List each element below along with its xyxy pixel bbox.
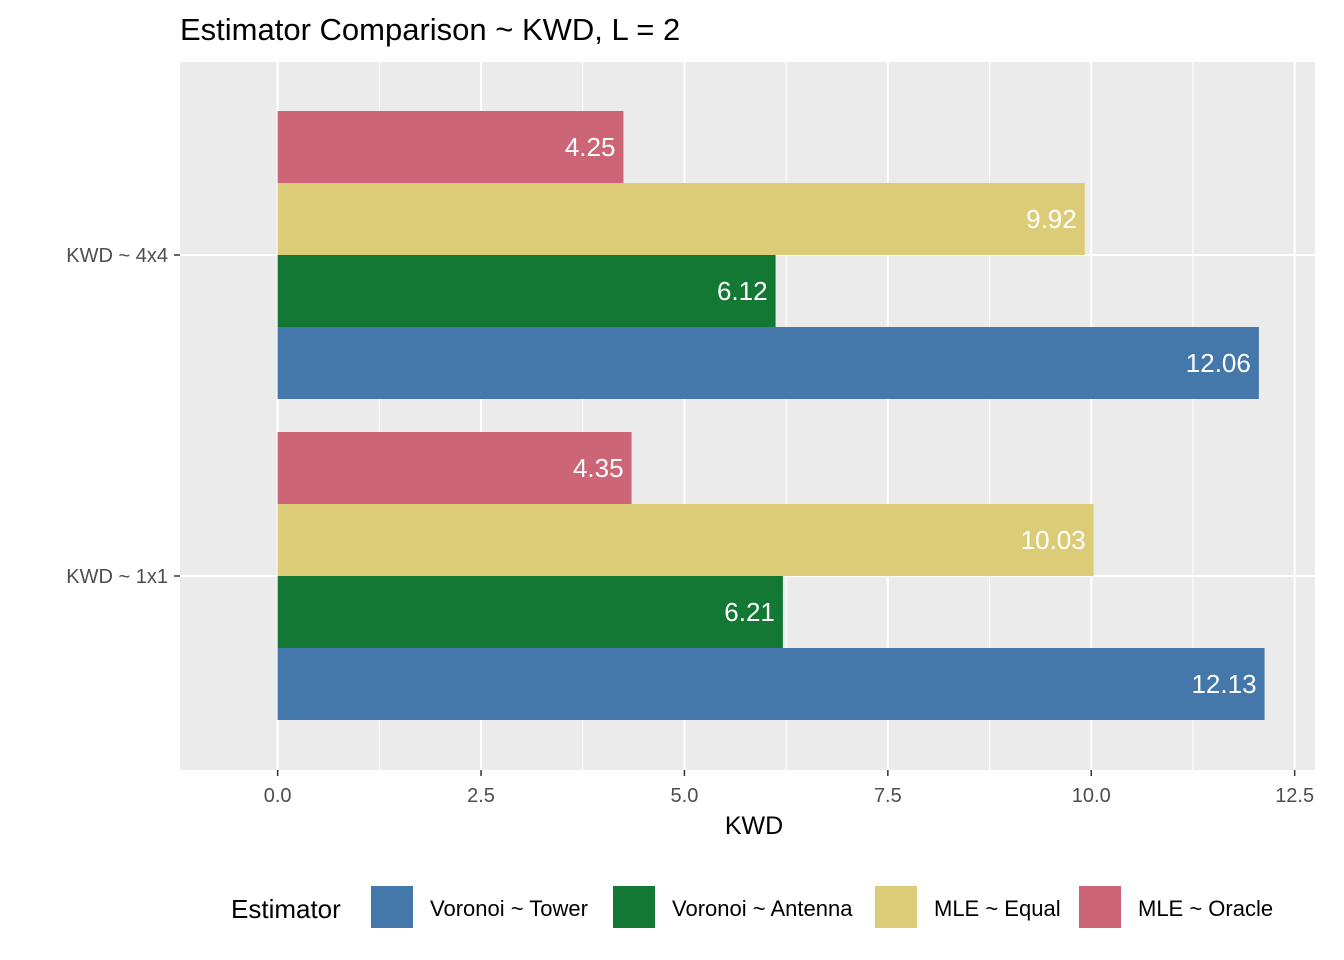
- y-axis: KWD ~ 1x1 KWD ~ 4x4: [66, 245, 180, 588]
- bar-value-label: 10.03: [1021, 525, 1086, 555]
- x-tick-label: 0.0: [264, 785, 292, 807]
- legend-label-voronoi-tower: Voronoi ~ Tower: [430, 896, 588, 921]
- y-tick-label: KWD ~ 4x4: [66, 245, 168, 267]
- bar-value-label: 12.06: [1186, 348, 1251, 378]
- legend-label-mle-oracle: MLE ~ Oracle: [1138, 896, 1273, 921]
- bar-value-label: 12.13: [1191, 669, 1256, 699]
- x-tick-label: 7.5: [874, 785, 902, 807]
- bars: [277, 111, 1265, 720]
- bar-mle-oracle-1x1: [277, 432, 632, 504]
- bar-voronoi-antenna-4x4: [277, 255, 776, 327]
- y-tick-label: KWD ~ 1x1: [66, 566, 168, 588]
- bar-value-label: 9.92: [1026, 204, 1077, 234]
- bar-value-label: 6.21: [724, 597, 775, 627]
- x-axis: 0.0 2.5 5.0 7.5 10.0 12.5: [264, 770, 1314, 807]
- legend-label-voronoi-antenna: Voronoi ~ Antenna: [672, 896, 853, 921]
- legend: Estimator Voronoi ~ Tower Voronoi ~ Anten…: [231, 886, 1273, 928]
- legend-label-mle-equal: MLE ~ Equal: [934, 896, 1061, 921]
- bar-voronoi-tower-1x1: [277, 648, 1265, 720]
- legend-key-mle-equal: [875, 886, 917, 928]
- bar-mle-oracle-4x4: [277, 111, 624, 183]
- x-tick-label: 2.5: [467, 785, 495, 807]
- bar-value-label: 6.12: [717, 276, 768, 306]
- bar-voronoi-antenna-1x1: [277, 576, 783, 648]
- x-tick-label: 10.0: [1072, 785, 1111, 807]
- legend-key-voronoi-tower: [371, 886, 413, 928]
- bar-value-label: 4.35: [573, 453, 624, 483]
- chart-title: Estimator Comparison ~ KWD, L = 2: [180, 12, 680, 47]
- bar-voronoi-tower-4x4: [277, 327, 1259, 399]
- bar-value-label: 4.25: [565, 132, 616, 162]
- bar-mle-equal-1x1: [277, 504, 1094, 576]
- legend-key-mle-oracle: [1079, 886, 1121, 928]
- legend-key-voronoi-antenna: [613, 886, 655, 928]
- x-axis-title: KWD: [725, 812, 783, 840]
- x-tick-label: 12.5: [1275, 785, 1314, 807]
- bar-labels: 12.13 6.21 10.03 4.35 12.06 6.12 9.92 4.25: [565, 132, 1257, 699]
- x-tick-label: 5.0: [671, 785, 699, 807]
- bar-mle-equal-4x4: [277, 183, 1085, 255]
- legend-title: Estimator: [231, 894, 341, 924]
